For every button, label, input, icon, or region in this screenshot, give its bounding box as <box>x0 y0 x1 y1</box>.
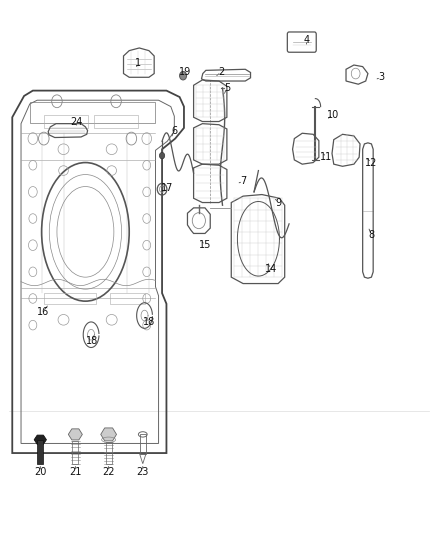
Bar <box>30 102 155 123</box>
Text: 18: 18 <box>143 318 155 327</box>
Text: 2: 2 <box>218 67 224 77</box>
Text: 21: 21 <box>69 467 81 477</box>
Text: 7: 7 <box>240 176 246 186</box>
Text: 11: 11 <box>320 152 332 162</box>
Bar <box>106 442 112 464</box>
Text: 20: 20 <box>34 467 46 477</box>
Text: 6: 6 <box>171 126 177 135</box>
Circle shape <box>159 152 165 159</box>
Text: 22: 22 <box>102 467 115 477</box>
Text: 10: 10 <box>327 110 339 119</box>
Text: 9: 9 <box>275 198 281 207</box>
Text: 24: 24 <box>71 117 83 126</box>
Bar <box>44 293 96 304</box>
Text: 12: 12 <box>365 158 378 167</box>
Text: 19: 19 <box>179 67 191 77</box>
Bar <box>44 115 88 128</box>
Polygon shape <box>68 429 82 440</box>
Text: 23: 23 <box>137 467 149 477</box>
Bar <box>110 293 145 304</box>
Text: 14: 14 <box>265 264 277 274</box>
Bar <box>37 440 43 464</box>
Bar <box>72 441 78 464</box>
Bar <box>94 115 138 128</box>
Polygon shape <box>34 435 46 445</box>
Text: 17: 17 <box>161 183 173 192</box>
Polygon shape <box>101 428 117 441</box>
Text: 18: 18 <box>86 336 98 346</box>
Text: 1: 1 <box>135 58 141 68</box>
Bar <box>140 434 146 454</box>
Text: 8: 8 <box>368 230 374 239</box>
Text: 5: 5 <box>224 83 230 93</box>
Circle shape <box>180 71 187 80</box>
Text: 16: 16 <box>37 307 49 317</box>
Text: 15: 15 <box>199 240 211 250</box>
Text: 4: 4 <box>304 35 310 45</box>
Text: 3: 3 <box>378 72 384 82</box>
